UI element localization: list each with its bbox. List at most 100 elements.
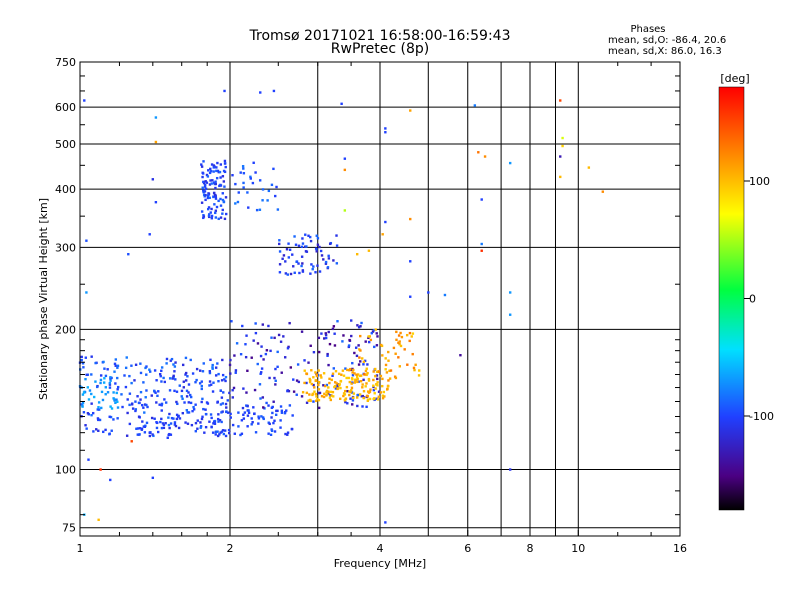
data-point — [279, 426, 282, 429]
data-point — [399, 331, 402, 335]
data-point — [95, 385, 99, 389]
data-point — [384, 368, 387, 371]
data-point — [318, 391, 322, 395]
data-point — [170, 416, 174, 420]
data-point — [216, 169, 220, 173]
data-point — [169, 422, 173, 425]
data-point — [333, 332, 336, 335]
data-point — [189, 401, 193, 405]
data-point — [397, 341, 400, 344]
data-point — [189, 358, 192, 362]
data-point — [347, 344, 351, 347]
data-point — [128, 374, 131, 378]
data-point — [411, 332, 415, 335]
data-point — [154, 391, 157, 394]
data-point — [309, 344, 312, 347]
data-point — [317, 369, 320, 372]
data-point — [335, 234, 338, 237]
data-point — [222, 391, 225, 394]
data-point — [252, 406, 255, 409]
data-point — [151, 433, 154, 436]
data-point — [250, 356, 253, 359]
data-point — [155, 401, 158, 404]
data-point — [162, 376, 165, 380]
data-point — [356, 373, 360, 376]
data-point — [366, 372, 369, 375]
data-point — [90, 392, 93, 396]
data-point — [161, 422, 165, 425]
data-point — [374, 387, 377, 390]
data-point — [99, 468, 102, 471]
data-point — [343, 168, 347, 172]
data-point — [242, 417, 246, 420]
data-point — [382, 390, 386, 394]
data-point — [176, 402, 179, 406]
data-point — [372, 370, 375, 373]
data-point — [330, 394, 333, 397]
data-point — [190, 423, 194, 427]
data-point — [338, 383, 341, 386]
data-point — [294, 243, 298, 246]
data-point — [224, 434, 228, 438]
y-tick-label: 300 — [55, 241, 76, 254]
data-point — [324, 333, 328, 337]
data-point — [224, 165, 227, 169]
data-point — [195, 367, 199, 371]
x-tick-label: 10 — [571, 542, 585, 555]
data-point — [206, 175, 210, 178]
data-point — [305, 245, 308, 248]
data-point — [408, 331, 412, 335]
data-point — [210, 214, 214, 218]
y-axis-label: Stationary phase Virtual Height [km] — [37, 198, 50, 400]
data-point — [205, 401, 209, 404]
data-point — [211, 431, 215, 434]
data-point — [258, 208, 262, 211]
data-point — [334, 387, 338, 390]
data-point — [359, 349, 362, 352]
data-point — [233, 432, 237, 435]
data-point — [212, 166, 215, 169]
data-point — [328, 377, 331, 381]
data-point — [314, 271, 317, 274]
data-point — [189, 393, 192, 397]
data-point — [356, 380, 359, 384]
data-point — [169, 433, 173, 436]
data-point — [366, 363, 369, 366]
data-point — [480, 198, 483, 201]
y-tick-label: 100 — [55, 464, 76, 477]
data-point — [342, 374, 346, 377]
data-point — [220, 396, 224, 399]
data-point — [204, 408, 207, 411]
data-point — [300, 255, 304, 258]
data-point — [87, 398, 91, 401]
data-point — [334, 381, 337, 384]
data-point — [381, 354, 384, 357]
data-point — [81, 362, 85, 365]
data-point — [181, 397, 184, 400]
data-point — [214, 211, 217, 215]
data-point — [115, 398, 118, 401]
data-point — [328, 396, 332, 399]
data-point — [90, 373, 93, 376]
data-point — [175, 417, 179, 421]
data-point — [172, 374, 175, 378]
data-point — [116, 406, 120, 409]
data-point — [145, 403, 148, 407]
data-point — [209, 170, 213, 173]
data-point — [194, 403, 197, 406]
data-point — [123, 374, 126, 377]
data-point — [80, 403, 84, 406]
data-point — [196, 427, 199, 430]
data-point — [330, 378, 333, 382]
data-point — [335, 382, 338, 385]
data-point — [148, 368, 151, 371]
data-point — [349, 397, 352, 400]
data-point — [387, 359, 390, 362]
data-point — [328, 242, 332, 246]
data-point — [561, 144, 564, 148]
data-point — [332, 325, 336, 328]
data-point — [81, 393, 85, 396]
data-point — [347, 345, 351, 349]
data-point — [278, 242, 281, 246]
data-point — [267, 189, 271, 193]
